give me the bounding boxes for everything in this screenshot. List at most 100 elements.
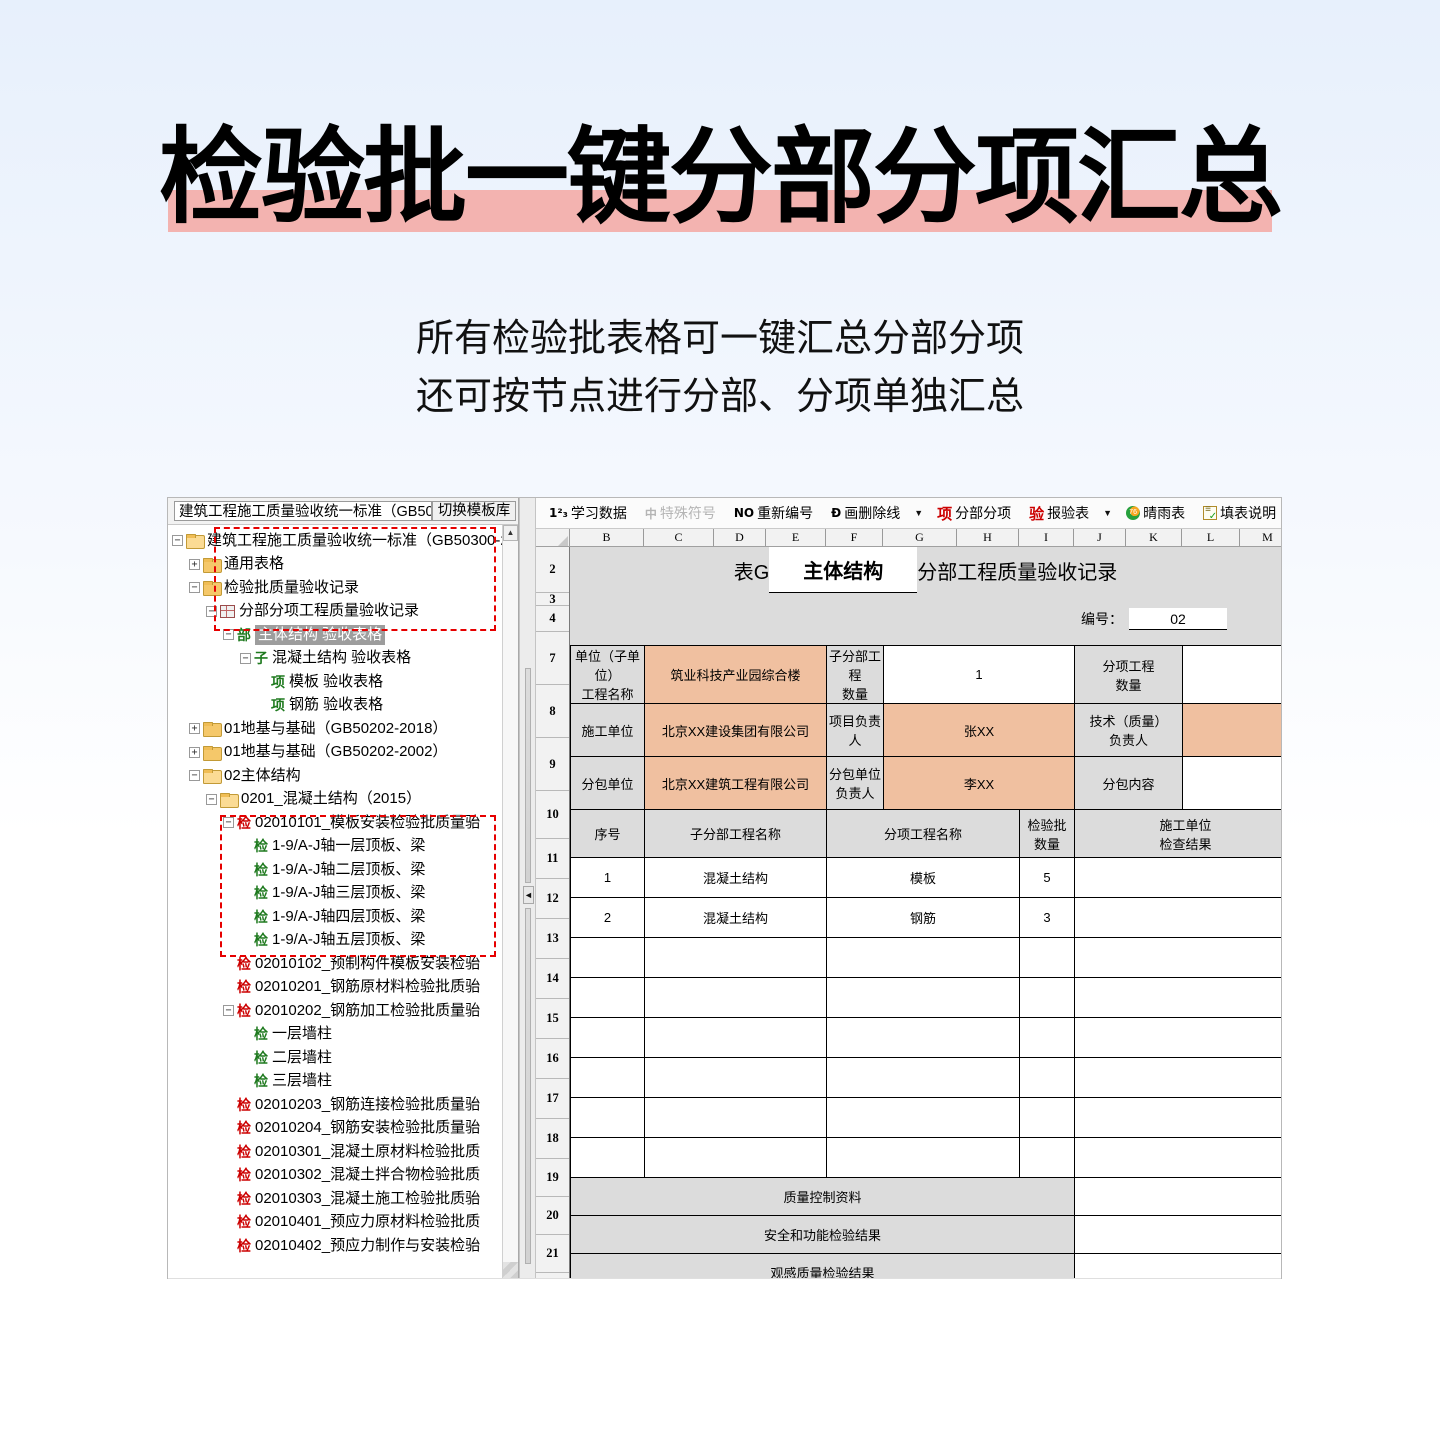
- column-header-E[interactable]: E: [766, 529, 826, 546]
- table-cell[interactable]: [826, 1017, 1021, 1058]
- column-header-J[interactable]: J: [1074, 529, 1126, 546]
- column-header-G[interactable]: G: [883, 529, 957, 546]
- column-header-C[interactable]: C: [644, 529, 714, 546]
- table-cell[interactable]: 筑业科技产业园综合楼: [643, 645, 828, 704]
- row-header-19[interactable]: 19: [536, 1159, 569, 1197]
- tree-node[interactable]: − 0201_混凝土结构（2015）: [172, 788, 502, 812]
- tree-node[interactable]: − 02主体结构: [172, 764, 502, 788]
- table-cell[interactable]: 项目负责人: [826, 703, 885, 757]
- table-cell[interactable]: [643, 937, 828, 978]
- table-cell[interactable]: [1019, 1057, 1076, 1098]
- tree-node[interactable]: 检一层墙柱: [172, 1023, 502, 1047]
- table-cell[interactable]: 子分部工程名称: [643, 809, 828, 858]
- tree-scroll-area[interactable]: − 建筑工程施工质量验收统一标准（GB50300-2 + 通用表格 − 检验批质量验收记录…: [168, 525, 502, 1278]
- tree-node[interactable]: 检三层墙柱: [172, 1070, 502, 1094]
- table-cell[interactable]: [570, 1097, 645, 1138]
- sheet-cells[interactable]: 表G 主体结构 分部工程质量验收记录 编号： 02 单位（子单位） 工程名称 筑业科…: [569, 547, 1281, 1278]
- column-header-H[interactable]: H: [957, 529, 1019, 546]
- tree-node[interactable]: 检 1-9/A-J轴三层顶板、梁: [172, 882, 502, 906]
- chevron-down-icon[interactable]: ▼: [914, 508, 924, 518]
- tree-expander-toggle[interactable]: −: [206, 793, 217, 805]
- tree-node[interactable]: 检 02010201_钢筋原材料检验批质骀: [172, 976, 502, 1000]
- table-cell[interactable]: [1074, 1057, 1281, 1098]
- table-cell[interactable]: [570, 1017, 645, 1058]
- table-cell[interactable]: [643, 1057, 828, 1098]
- table-cell[interactable]: 北京XX建设集团有限公司: [643, 703, 828, 757]
- column-header-I[interactable]: I: [1019, 529, 1074, 546]
- tree-node[interactable]: 检 1-9/A-J轴五层顶板、梁: [172, 929, 502, 953]
- row-header-12[interactable]: 12: [536, 879, 569, 919]
- table-cell[interactable]: [1074, 1177, 1281, 1216]
- template-name-field[interactable]: 建筑工程施工质量验收统一标准（GB5030: [174, 501, 432, 521]
- tree-node[interactable]: 检 1-9/A-J轴二层顶板、梁: [172, 858, 502, 882]
- row-header-18[interactable]: 18: [536, 1119, 569, 1159]
- row-header-14[interactable]: 14: [536, 959, 569, 999]
- table-cell[interactable]: 观感质量检验结果: [569, 1253, 1076, 1278]
- table-cell[interactable]: [570, 977, 645, 1018]
- table-cell[interactable]: 2: [1182, 645, 1281, 704]
- select-all-corner[interactable]: [536, 529, 570, 546]
- column-header-F[interactable]: F: [826, 529, 883, 546]
- table-cell[interactable]: 张XX: [1182, 703, 1281, 757]
- row-header-7[interactable]: 7: [536, 632, 569, 685]
- tree-node[interactable]: 检 02010204_钢筋安装检验批质量骀: [172, 1117, 502, 1141]
- table-cell[interactable]: 1: [570, 857, 645, 898]
- table-cell[interactable]: [1074, 1253, 1281, 1278]
- table-cell[interactable]: 子分部工程 数量: [826, 645, 885, 704]
- tree-node[interactable]: − 检 02010202_钢筋加工检验批质量骀: [172, 999, 502, 1023]
- table-cell[interactable]: 分项工程名称: [826, 809, 1021, 858]
- tree-node[interactable]: 项钢筋 验收表格: [172, 694, 502, 718]
- row-header-column[interactable]: 2 3 4 7 8 9 10 11 12 13 14 15 16 17 18 19 20 21: [536, 547, 570, 1278]
- table-cell[interactable]: [570, 1137, 645, 1178]
- row-header-10[interactable]: 10: [536, 791, 569, 839]
- tree-node[interactable]: − 检 02010101_模板安装检验批质量骀: [172, 811, 502, 835]
- row-header-16[interactable]: 16: [536, 1039, 569, 1079]
- table-cell[interactable]: 张XX: [883, 703, 1076, 757]
- splitter-bar-lower[interactable]: [525, 908, 531, 1264]
- table-cell[interactable]: 5: [1019, 857, 1076, 898]
- row-header-20[interactable]: 20: [536, 1197, 569, 1235]
- table-cell[interactable]: [1074, 1017, 1281, 1058]
- tree-node[interactable]: − 分部分项工程质量验收记录: [172, 600, 502, 624]
- tree-node[interactable]: 检 02010401_预应力原材料检验批质: [172, 1211, 502, 1235]
- table-cell[interactable]: 北京XX建筑工程有限公司: [643, 756, 828, 810]
- table-cell[interactable]: [1019, 1017, 1076, 1058]
- row-header-17[interactable]: 17: [536, 1079, 569, 1119]
- row-header-2[interactable]: 2: [536, 547, 569, 593]
- table-cell[interactable]: 技术（质量） 负责人: [1074, 703, 1184, 757]
- table-cell[interactable]: [1019, 1137, 1076, 1178]
- column-header-M[interactable]: M: [1240, 529, 1281, 546]
- splitter-collapse-icon[interactable]: ◄: [523, 886, 534, 904]
- tree-expander-toggle[interactable]: −: [240, 652, 251, 664]
- tree-node[interactable]: +01地基与基础（GB50202-2018）: [172, 717, 502, 741]
- tree-node[interactable]: 检 02010102_预制构件模板安装检骀: [172, 952, 502, 976]
- tree-node[interactable]: − 部主体结构 验收表格: [172, 623, 502, 647]
- doc-title-subject-box[interactable]: 主体结构: [769, 547, 918, 593]
- table-cell[interactable]: 1: [883, 645, 1076, 704]
- table-cell[interactable]: 混凝土结构: [643, 857, 828, 898]
- tree-vertical-scrollbar[interactable]: ▲: [502, 525, 518, 1278]
- document-number-value[interactable]: 02: [1129, 608, 1227, 630]
- tree-node[interactable]: 检 02010302_混凝土拌合物检验批质: [172, 1164, 502, 1188]
- column-header-row[interactable]: BCDEFGHIJKLMNOPQ: [536, 529, 1281, 547]
- table-cell[interactable]: 钢筋: [826, 897, 1021, 938]
- tree-expander-toggle[interactable]: −: [189, 770, 200, 782]
- verification-record-table[interactable]: 单位（子单位）工程名称筑业科技产业园综合楼子分部工程数量1分项工程数量2施工单位…: [569, 645, 1281, 1278]
- tree-node[interactable]: − 检验批质量验收记录: [172, 576, 502, 600]
- table-cell[interactable]: 质量控制资料: [569, 1177, 1076, 1216]
- table-cell[interactable]: [1074, 857, 1281, 898]
- tree-node[interactable]: 检 02010301_混凝土原材料检验批质: [172, 1140, 502, 1164]
- tree-expander-toggle[interactable]: +: [189, 723, 200, 735]
- tree-node[interactable]: − 子混凝土结构 验收表格: [172, 647, 502, 671]
- table-cell[interactable]: [643, 1017, 828, 1058]
- tree-expander-toggle[interactable]: −: [223, 817, 234, 829]
- table-cell[interactable]: [826, 1137, 1021, 1178]
- table-cell[interactable]: [826, 1097, 1021, 1138]
- row-header-11[interactable]: 11: [536, 839, 569, 879]
- tree-node[interactable]: 检 02010203_钢筋连接检验批质量骀: [172, 1093, 502, 1117]
- table-cell[interactable]: [1074, 1215, 1281, 1254]
- row-header-8[interactable]: 8: [536, 685, 569, 738]
- toolbar-button-晴雨表[interactable]: 76 晴雨表: [1117, 501, 1194, 526]
- table-cell[interactable]: [1074, 937, 1281, 978]
- tree-expander-toggle[interactable]: −: [172, 535, 183, 547]
